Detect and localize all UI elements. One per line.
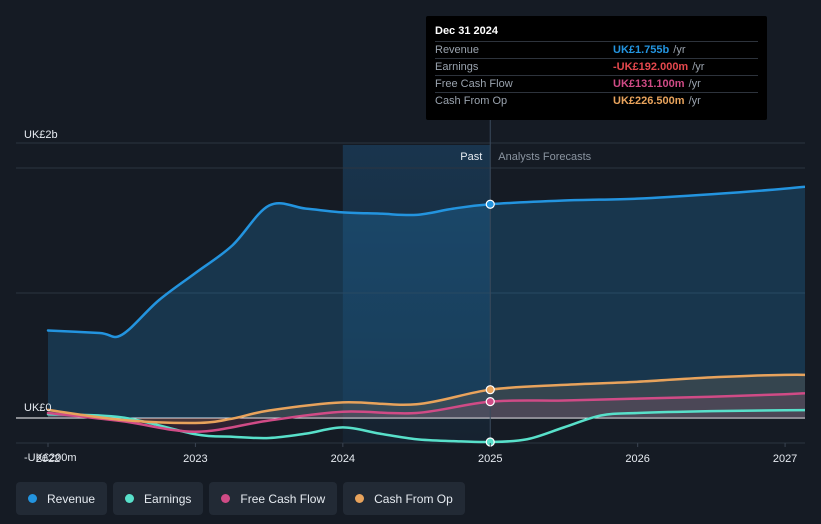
revenue-line (46, 185, 805, 339)
y-axis-labels: UK£2b UK£0 -UK£200m (24, 129, 77, 464)
tooltip-date: Dec 31 2024 (435, 25, 498, 37)
x-tick-label: 2027 (773, 453, 797, 465)
tooltip-earnings-value: -UK£192.000m (613, 61, 689, 73)
tooltip-row-free-cash-flow: Free Cash Flow UK£131.100m /yr (435, 75, 758, 92)
cash-from-op-line (46, 373, 805, 425)
legend-revenue-toggle[interactable]: Revenue (16, 482, 108, 515)
tooltip-cfo-value: UK£226.500m (613, 95, 685, 107)
hover-tooltip: Dec 31 2024 Revenue UK£1.755b /yr Earnin… (426, 16, 767, 120)
tooltip-row-cash-from-op: Cash From Op UK£226.500m /yr (435, 92, 758, 109)
tooltip-fcf-unit: /yr (688, 78, 701, 90)
x-tick-label: 2022 (36, 453, 60, 465)
cash-from-op-dot-icon (355, 494, 365, 503)
tooltip-cfo-unit: /yr (688, 95, 701, 107)
past-label: Past (460, 151, 482, 163)
cash-from-op-area (48, 374, 805, 424)
chart-legend: Revenue Earnings Free Cash Flow Cash Fro… (16, 482, 465, 515)
tooltip-revenue-value: UK£1.755b (613, 44, 670, 56)
x-tick-label: 2023 (183, 453, 207, 465)
tooltip-earnings-unit: /yr (692, 61, 705, 73)
legend-revenue-label: Revenue (47, 491, 96, 506)
y-tick-label: -UK£200m (24, 452, 77, 464)
tooltip-row-revenue: Revenue UK£1.755b /yr (435, 41, 758, 58)
cash-from-op-marker (485, 385, 495, 395)
x-tick-label: 2025 (478, 453, 502, 465)
legend-earnings-label: Earnings (144, 491, 192, 506)
legend-free-cash-flow-toggle[interactable]: Free Cash Flow (209, 482, 338, 515)
legend-cash-from-op-toggle[interactable]: Cash From Op (343, 482, 465, 515)
tooltip-earnings-label: Earnings (435, 61, 479, 73)
x-axis-labels: 2022 2023 2024 2025 2026 2027 (36, 443, 797, 465)
tooltip-revenue-unit: /yr (673, 44, 686, 56)
tooltip-fcf-label: Free Cash Flow (435, 78, 513, 90)
hover-markers (485, 199, 495, 447)
revenue-marker (485, 199, 495, 209)
legend-cash-from-op-label: Cash From Op (374, 491, 453, 506)
x-tick-label: 2026 (625, 453, 649, 465)
revenue-dot-icon (28, 494, 37, 503)
tooltip-row-earnings: Earnings -UK£192.000m /yr (435, 58, 758, 75)
grid-lines (16, 142, 805, 444)
y-tick-label: UK£2b (24, 129, 58, 141)
earnings-dot-icon (125, 494, 135, 503)
legend-free-cash-flow-label: Free Cash Flow (240, 491, 326, 506)
x-tick-label: 2024 (331, 453, 355, 465)
analysts-forecasts-label: Analysts Forecasts (498, 151, 591, 163)
tooltip-revenue-label: Revenue (435, 44, 480, 56)
free-cash-flow-marker (485, 397, 495, 407)
tooltip-fcf-value: UK£131.100m (613, 78, 685, 90)
y-tick-label: UK£0 (24, 402, 52, 414)
earnings-line (46, 408, 805, 444)
free-cash-flow-dot-icon (221, 494, 231, 503)
tooltip-cfo-label: Cash From Op (435, 95, 508, 107)
legend-earnings-toggle[interactable]: Earnings (113, 482, 204, 515)
revenue-area (48, 186, 805, 418)
